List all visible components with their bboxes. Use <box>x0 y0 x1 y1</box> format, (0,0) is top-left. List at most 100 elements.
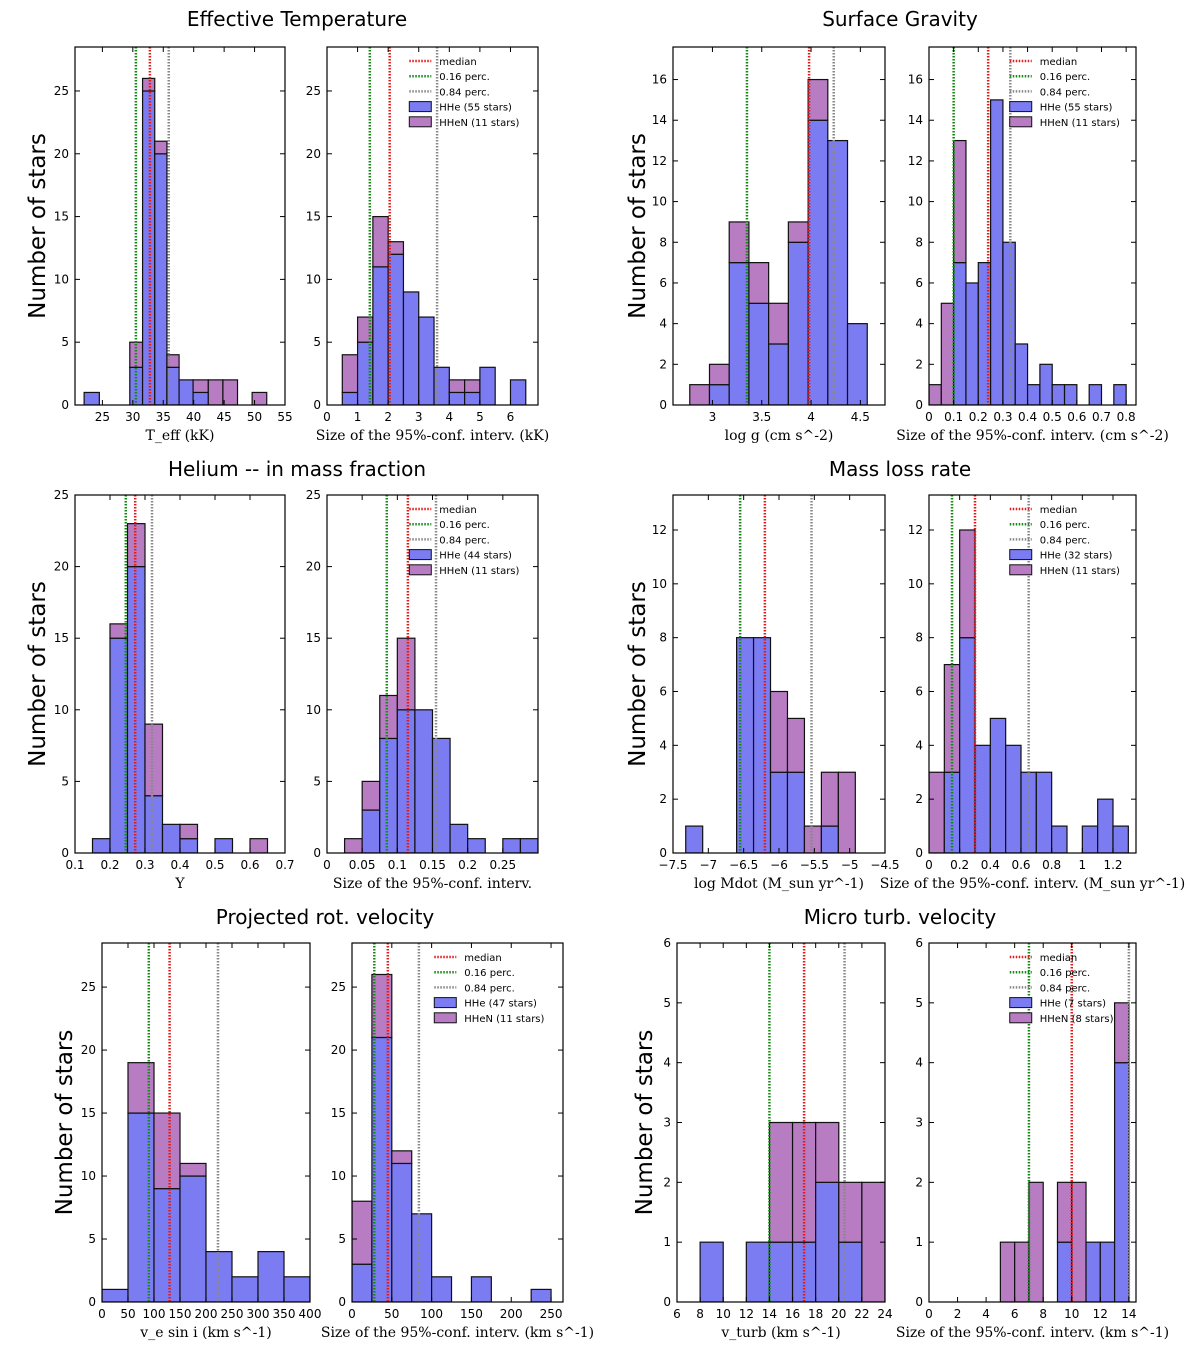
helium-right-xtick-label: 0.2 <box>458 858 477 872</box>
helium-left-ytick-label: 0 <box>61 846 69 860</box>
logg-left-ytick-label: 16 <box>652 73 667 87</box>
helium-right-bar-hhe-7 <box>467 838 486 853</box>
vturb-right-ytick-label: 3 <box>915 1116 923 1130</box>
logg-right-ytick-label: 6 <box>915 276 923 290</box>
vturb-left-bar-hhe-0 <box>699 1241 724 1302</box>
teff-left-bar-hhen-7 <box>192 379 209 394</box>
helium-left-ytick-label: 25 <box>54 488 69 502</box>
logg-right-legend-median: median <box>1040 57 1078 68</box>
mdot-right-bar-hhe-7 <box>1035 771 1053 853</box>
mdot-right-ytick-label: 12 <box>908 523 923 537</box>
vsini-right-axes-frame <box>351 942 564 1303</box>
logg-right-ytick-label: 4 <box>915 317 923 331</box>
logg-right-bar-hhe-7 <box>1014 343 1029 405</box>
mdot-left-ytick-label: 0 <box>659 846 667 860</box>
vturb-right-xtick-label: 12 <box>1093 1307 1108 1321</box>
logg-right-xtick-label: 0.7 <box>1092 410 1111 424</box>
vsini-right-xtick-label: 0 <box>348 1307 356 1321</box>
teff-right-bar-hhen-0 <box>341 354 359 394</box>
teff-right-bar-hhe-4 <box>402 291 420 405</box>
mdot-left-xtick-label: −6.5 <box>729 858 758 872</box>
vturb-right-bar-hhen-0 <box>999 1241 1016 1302</box>
teff-left-xlabel: T_eff (kK) <box>146 428 215 444</box>
helium-left-bar-hhen-5 <box>179 823 199 840</box>
logg-left-ytick-label: 8 <box>659 235 667 249</box>
teff-right-bar-hhe-7 <box>448 391 466 405</box>
teff-right-ytick-label: 25 <box>306 84 321 98</box>
logg-right-ytick-label: 16 <box>908 73 923 87</box>
vsini-left-xtick-label: 250 <box>221 1307 244 1321</box>
logg-left-xtick-label: 4 <box>807 410 815 424</box>
mdot-right-bar-hhe-10 <box>1081 825 1099 853</box>
vsini-right-legend: median 0.16 perc. 0.84 perc. HHe (47 stars)… <box>433 953 545 1025</box>
vturb-left-bar-hhe-5 <box>815 1181 840 1302</box>
vsini-left-bar-hhe-7 <box>283 1276 310 1302</box>
helium-left-ytick-label: 20 <box>54 560 69 574</box>
helium-right-ytick-label: 25 <box>306 488 321 502</box>
teff-right-xtick-label: 0 <box>323 410 331 424</box>
vsini-right-legend-hhe: HHe (47 stars) <box>464 999 537 1010</box>
logg-right-bar-hhe-2 <box>953 262 967 405</box>
mdot-right-panel: 0 0.2 0.4 0.6 0.8 1 1.2 0 2 4 6 8 10 12 Size of the 95… <box>880 494 1185 892</box>
vsini-right-xtick-label: 100 <box>420 1307 443 1321</box>
vsini-left-ytick-label: 20 <box>81 1043 96 1057</box>
helium-right-ytick-label: 10 <box>306 703 321 717</box>
helium-ylabel: Number of stars <box>25 581 51 767</box>
logg-left-ytick-label: 6 <box>659 276 667 290</box>
vsini-left-ytick-label: 15 <box>81 1106 96 1120</box>
logg-right-panel: 0 0.1 0.2 0.3 0.4 0.5 0.6 0.7 0.8 0 2 4 6 8 10 12 14 16 Si… <box>896 46 1169 444</box>
logg-right-ytick-label: 8 <box>915 235 923 249</box>
vturb-right-xtick-label: 0 <box>925 1307 933 1321</box>
logg-right-ytick-label: 2 <box>915 357 923 371</box>
vsini-right-bar-hhen-0 <box>352 1200 373 1265</box>
vturb-right-xtick-label: 10 <box>1064 1307 1079 1321</box>
vturb-right-legend-p16: 0.16 perc. <box>1040 968 1091 979</box>
mdot-left-bar-hhe-6 <box>786 771 806 853</box>
logg-left-ytick-label: 12 <box>652 154 667 168</box>
mdot-left-bar-hhe-4 <box>752 637 772 853</box>
vsini-left-bar-hhen-2 <box>153 1112 181 1190</box>
helium-right-bar-hhen-3 <box>396 637 416 711</box>
vsini-right-xtick-label: 200 <box>500 1307 523 1321</box>
mdot-left-xtick-label: −5.5 <box>800 858 829 872</box>
logg-left-bar-hhen-6 <box>807 78 829 121</box>
vsini-left-ytick-label: 10 <box>81 1169 96 1183</box>
mdot-right-xtick-label: 0.8 <box>1042 858 1061 872</box>
logg-left-bar-hhe-4 <box>768 343 789 405</box>
teff-right-legend-median: median <box>439 57 477 68</box>
vturb-right-xtick-label: 2 <box>954 1307 962 1321</box>
helium-right-ytick-label: 15 <box>306 631 321 645</box>
helium-left-ytick-label: 15 <box>54 631 69 645</box>
vsini-left-bar-hhe-6 <box>257 1251 285 1302</box>
teff-right-bar-hhe-8 <box>464 391 481 405</box>
mdot-left-panel: −7.5 −7 −6.5 −6 −5.5 −5 −4.5 0 2 4 6 8 10 12 log Mdot … <box>652 494 900 892</box>
vsini-right-xlabel: Size of the 95%-conf. interv. (km s^-1) <box>321 1325 594 1341</box>
vturb-right-ytick-label: 1 <box>915 1235 923 1249</box>
helium-right-bar-hhe-6 <box>449 823 469 853</box>
logg-left-xtick-label: 3 <box>709 410 717 424</box>
teff-right-xtick-label: 6 <box>507 410 515 424</box>
teff-right-xtick-label: 5 <box>476 410 484 424</box>
mdot-right-legend-median: median <box>1040 505 1078 516</box>
vsini-right-legend-p16: 0.16 perc. <box>464 968 515 979</box>
mdot-right-legend-p16: 0.16 perc. <box>1040 520 1091 531</box>
logg-left-xtick-label: 3.5 <box>752 410 771 424</box>
vsini-right-bar-hhe-2 <box>391 1162 413 1302</box>
vsini-left-bar-hhen-1 <box>127 1062 155 1114</box>
teff-right-bar-hhe-11 <box>509 379 527 405</box>
mdot-left-xtick-label: −4.5 <box>870 858 899 872</box>
vturb-left-bar-hhen-4 <box>791 1121 817 1243</box>
teff-left-xtick-label: 35 <box>156 410 171 424</box>
helium-right-xtick-label: 0.15 <box>419 858 446 872</box>
teff-left-bar-hhen-11 <box>251 391 268 405</box>
logg-left-bar-hhe-8 <box>846 323 868 405</box>
helium-right-bar-hhe-5 <box>431 737 451 853</box>
teff-right-ytick-label: 15 <box>306 210 321 224</box>
teff-title: Effective Temperature <box>187 7 407 31</box>
logg-left-bar-hhen-5 <box>787 221 809 243</box>
teff-left-ytick-label: 10 <box>54 272 69 286</box>
vturb-right-xtick-label: 6 <box>1011 1307 1019 1321</box>
logg-right-bar-hhe-9 <box>1039 363 1053 405</box>
mdot-right-bar-hhen-0 <box>929 771 945 853</box>
